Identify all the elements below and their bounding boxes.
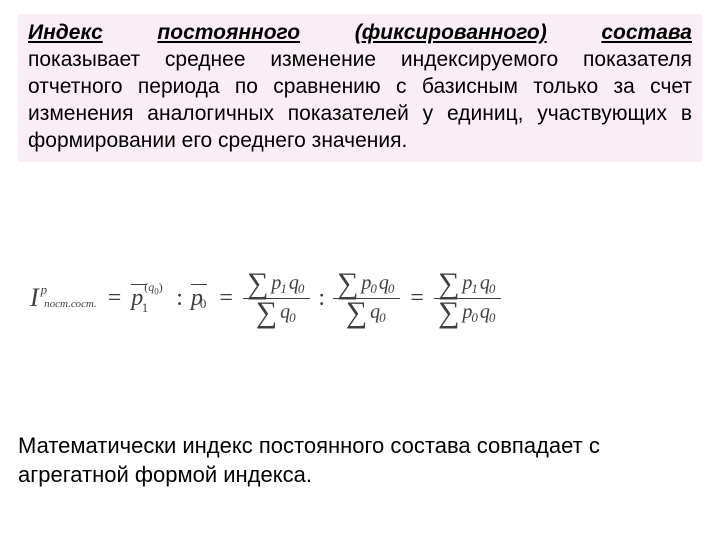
sigma-icon: ∑ (247, 272, 268, 296)
sigma-icon: ∑ (438, 272, 459, 296)
p-bar-1-sup: (q0) (144, 280, 163, 296)
sub-0e: 0 (379, 310, 386, 326)
equals-3: = (410, 285, 424, 312)
term-index: Индекс (28, 21, 103, 44)
equals-1: = (108, 285, 122, 312)
p-bar-0-sub: 0 (200, 296, 207, 312)
definition-body: показывает среднее изменение индексируем… (28, 48, 692, 152)
frac-1: ∑ p1q0 ∑ q0 (243, 270, 310, 327)
sub-0h: 0 (489, 310, 496, 326)
sigma-icon: ∑ (438, 301, 459, 325)
sigma-icon: ∑ (337, 272, 358, 296)
bottom-note: Математически индекс постоянного состава… (18, 432, 702, 489)
term-constant: постоянного (157, 21, 300, 44)
frac-3: ∑ p1q0 ∑ p0q0 (434, 270, 501, 327)
sub-0a: 0 (298, 281, 305, 297)
formula: I p пост.сост. = p (q0) 1 : p 0 = ∑ p1q0… (30, 248, 690, 348)
sub-0b: 0 (289, 310, 296, 326)
superscript-p: p (41, 282, 48, 298)
equals-2: = (219, 285, 233, 312)
definition-box: Индекс постоянного (фиксированного) сост… (18, 14, 702, 162)
sub-1a: 1 (280, 281, 287, 297)
symbol-I: I (30, 283, 39, 313)
sub-0f: 0 (489, 281, 496, 297)
sub-0d: 0 (388, 281, 395, 297)
sigma-icon: ∑ (346, 301, 367, 325)
colon-2: : (318, 285, 325, 312)
formula-lhs: I p пост.сост. (30, 283, 98, 313)
page-container: Индекс постоянного (фиксированного) сост… (0, 0, 720, 540)
p-bar-1-sub: 1 (142, 300, 149, 316)
frac-2: ∑ p0q0 ∑ q0 (333, 270, 400, 327)
subscript-post: пост.сост. (44, 298, 97, 310)
sub-0c: 0 (370, 281, 377, 297)
colon-1: : (176, 285, 183, 312)
sigma-icon: ∑ (256, 301, 277, 325)
sub-1b: 1 (471, 281, 478, 297)
term-fixed: (фиксированного) (355, 21, 547, 44)
term-composition: состава (601, 21, 692, 44)
sub-0g: 0 (471, 310, 478, 326)
